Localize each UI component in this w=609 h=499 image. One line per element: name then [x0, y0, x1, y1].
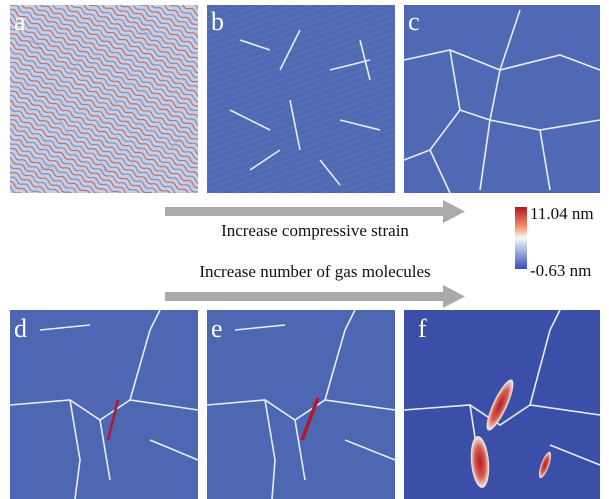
panel-image — [404, 5, 600, 193]
panel-f: f — [403, 309, 601, 499]
panel-image — [207, 310, 395, 499]
panel-d: d — [9, 309, 199, 499]
panel-e: e — [206, 309, 396, 499]
panel-image — [207, 5, 395, 193]
panel-image — [10, 5, 198, 193]
panel-label: c — [408, 7, 420, 36]
arrow — [165, 285, 465, 308]
panel-c: c — [403, 5, 601, 194]
panel-image — [10, 310, 198, 499]
panel-label: b — [211, 7, 224, 36]
panel-label: e — [211, 314, 223, 343]
arrow — [165, 200, 465, 223]
arrow-caption: Increase compressive strain — [221, 221, 409, 240]
colorbar-max-label: 11.04 nm — [530, 204, 594, 223]
panel-a: a — [10, 5, 198, 193]
panel-b: b — [207, 5, 395, 193]
arrow-caption: Increase number of gas molecules — [199, 262, 430, 281]
panel-label: f — [418, 314, 427, 343]
colorbar-min-label: -0.63 nm — [530, 261, 591, 280]
colorbar — [515, 207, 527, 269]
panel-label: a — [14, 7, 26, 36]
panel-label: d — [14, 314, 27, 343]
